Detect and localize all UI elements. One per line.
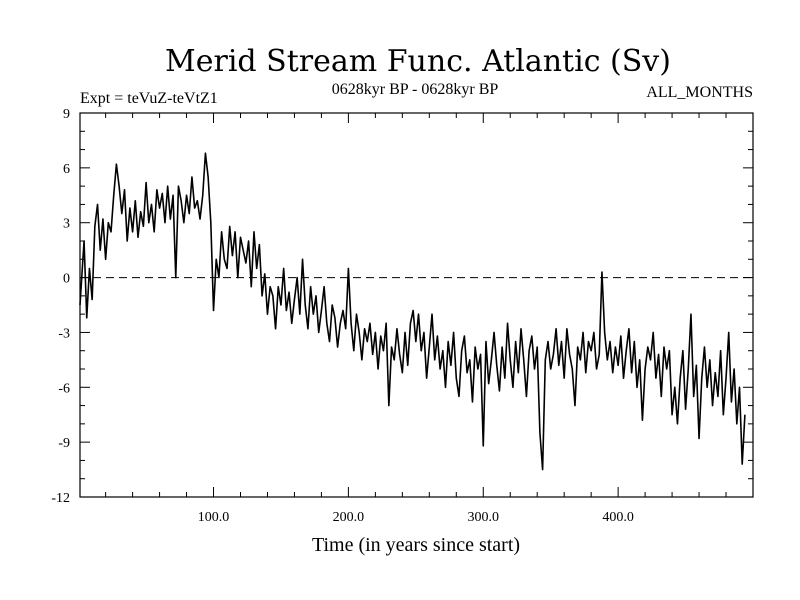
subtitle-center: 0628kyr BP - 0628kyr BP <box>332 81 499 98</box>
subtitle-left: Expt = teVuZ-teVtZ1 <box>80 90 218 107</box>
x-axis-label: Time (in years since start) <box>312 534 520 556</box>
y-tick-label: 6 <box>63 162 70 177</box>
plot-frame <box>79 112 754 498</box>
x-tick-label: 400.0 <box>602 510 634 525</box>
y-tick-label: 0 <box>63 272 70 287</box>
series-line <box>79 152 746 471</box>
chart-title: Merid Stream Func. Atlantic (Sv) <box>165 44 671 79</box>
x-tick-label: 200.0 <box>333 510 365 525</box>
y-tick-label: 3 <box>63 217 70 232</box>
y-tick-label: 9 <box>63 107 70 122</box>
y-tick-label: -9 <box>58 436 70 451</box>
subtitle-right: ALL_MONTHS <box>646 84 753 101</box>
x-tick-label: 300.0 <box>468 510 500 525</box>
y-tick-label: -6 <box>58 381 70 396</box>
y-tick-label: -12 <box>51 491 70 506</box>
x-tick-label: 100.0 <box>198 510 230 525</box>
y-tick-label: -3 <box>58 326 70 341</box>
